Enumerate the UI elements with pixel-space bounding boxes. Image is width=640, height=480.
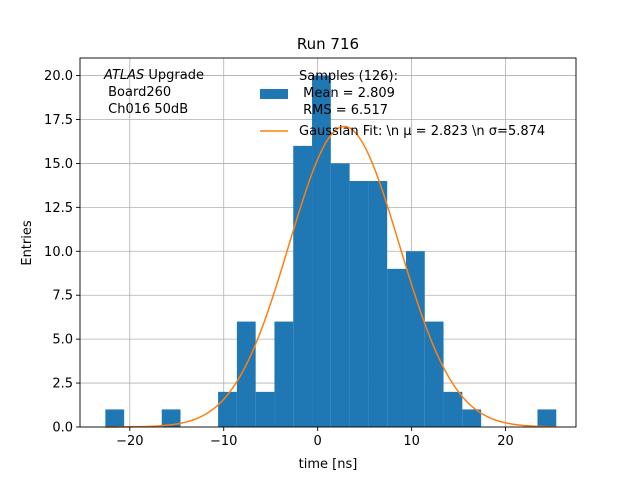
histogram-bar	[330, 163, 350, 427]
y-tick-label: 5.0	[52, 333, 73, 348]
x-tick-label: −20	[116, 434, 143, 449]
histogram-bar	[405, 251, 425, 427]
histogram-bar	[218, 391, 237, 427]
histogram-bar	[236, 321, 256, 427]
legend-histogram-line-3: RMS = 6.517	[299, 103, 388, 118]
x-tick-label: −10	[210, 434, 237, 449]
fit-curve	[105, 125, 557, 428]
x-tick-label: 10	[403, 434, 420, 449]
y-tick-label: 20.0	[44, 69, 73, 84]
histogram-bar	[255, 391, 275, 427]
annotation-line-1: ATLAS Upgrade	[103, 68, 204, 83]
histogram-bar	[349, 181, 369, 427]
histogram-bar	[105, 409, 125, 427]
gaussian-fit	[105, 125, 557, 428]
y-tick-label: 0.0	[52, 421, 73, 436]
annotation-line-3: Ch016 50dB	[104, 102, 188, 117]
legend: Samples (126): Mean = 2.809 RMS = 6.517 …	[260, 69, 545, 139]
atlas-annotation: ATLAS Upgrade Board260 Ch016 50dB	[103, 68, 204, 117]
histogram-bar	[443, 391, 463, 427]
y-tick-label: 10.0	[44, 245, 73, 260]
legend-histogram-swatch	[260, 89, 288, 99]
plot-frame	[79, 57, 577, 428]
y-tick-label: 17.5	[44, 113, 73, 128]
histogram-bar	[274, 321, 294, 427]
annotation-line-2: Board260	[104, 85, 171, 100]
histogram-bars	[105, 75, 557, 428]
legend-histogram-line-2: Mean = 2.809	[299, 86, 395, 101]
x-axis-label: time [ns]	[299, 457, 358, 472]
y-axis-label: Entries	[20, 220, 35, 266]
ticks: −20 −10 0 10 20 0.0 2.5 5.0 7.5 10.0 12.5 15.0 17.5 2…	[44, 69, 514, 449]
y-tick-label: 15.0	[44, 157, 73, 172]
histogram-bar	[293, 145, 313, 427]
y-tick-label: 2.5	[52, 377, 73, 392]
legend-fit-label: Gaussian Fit: \n μ = 2.823 \n σ=5.874	[299, 124, 545, 139]
x-tick-label: 20	[497, 434, 514, 449]
annotation-atlas: ATLAS	[103, 68, 144, 83]
histogram-bar	[537, 409, 557, 427]
y-tick-label: 7.5	[52, 289, 73, 304]
histogram-bar	[161, 409, 181, 427]
histogram-bar	[387, 268, 406, 427]
x-tick-label: 0	[314, 434, 322, 449]
histogram-bar	[368, 181, 388, 427]
axes	[79, 57, 577, 428]
histogram-bar	[424, 321, 444, 427]
legend-histogram-line-1: Samples (126):	[299, 69, 398, 84]
histogram-bar	[462, 409, 482, 427]
annotation-upgrade: Upgrade	[144, 68, 204, 83]
y-tick-label: 12.5	[44, 201, 73, 216]
chart-title: Run 716	[297, 35, 359, 53]
